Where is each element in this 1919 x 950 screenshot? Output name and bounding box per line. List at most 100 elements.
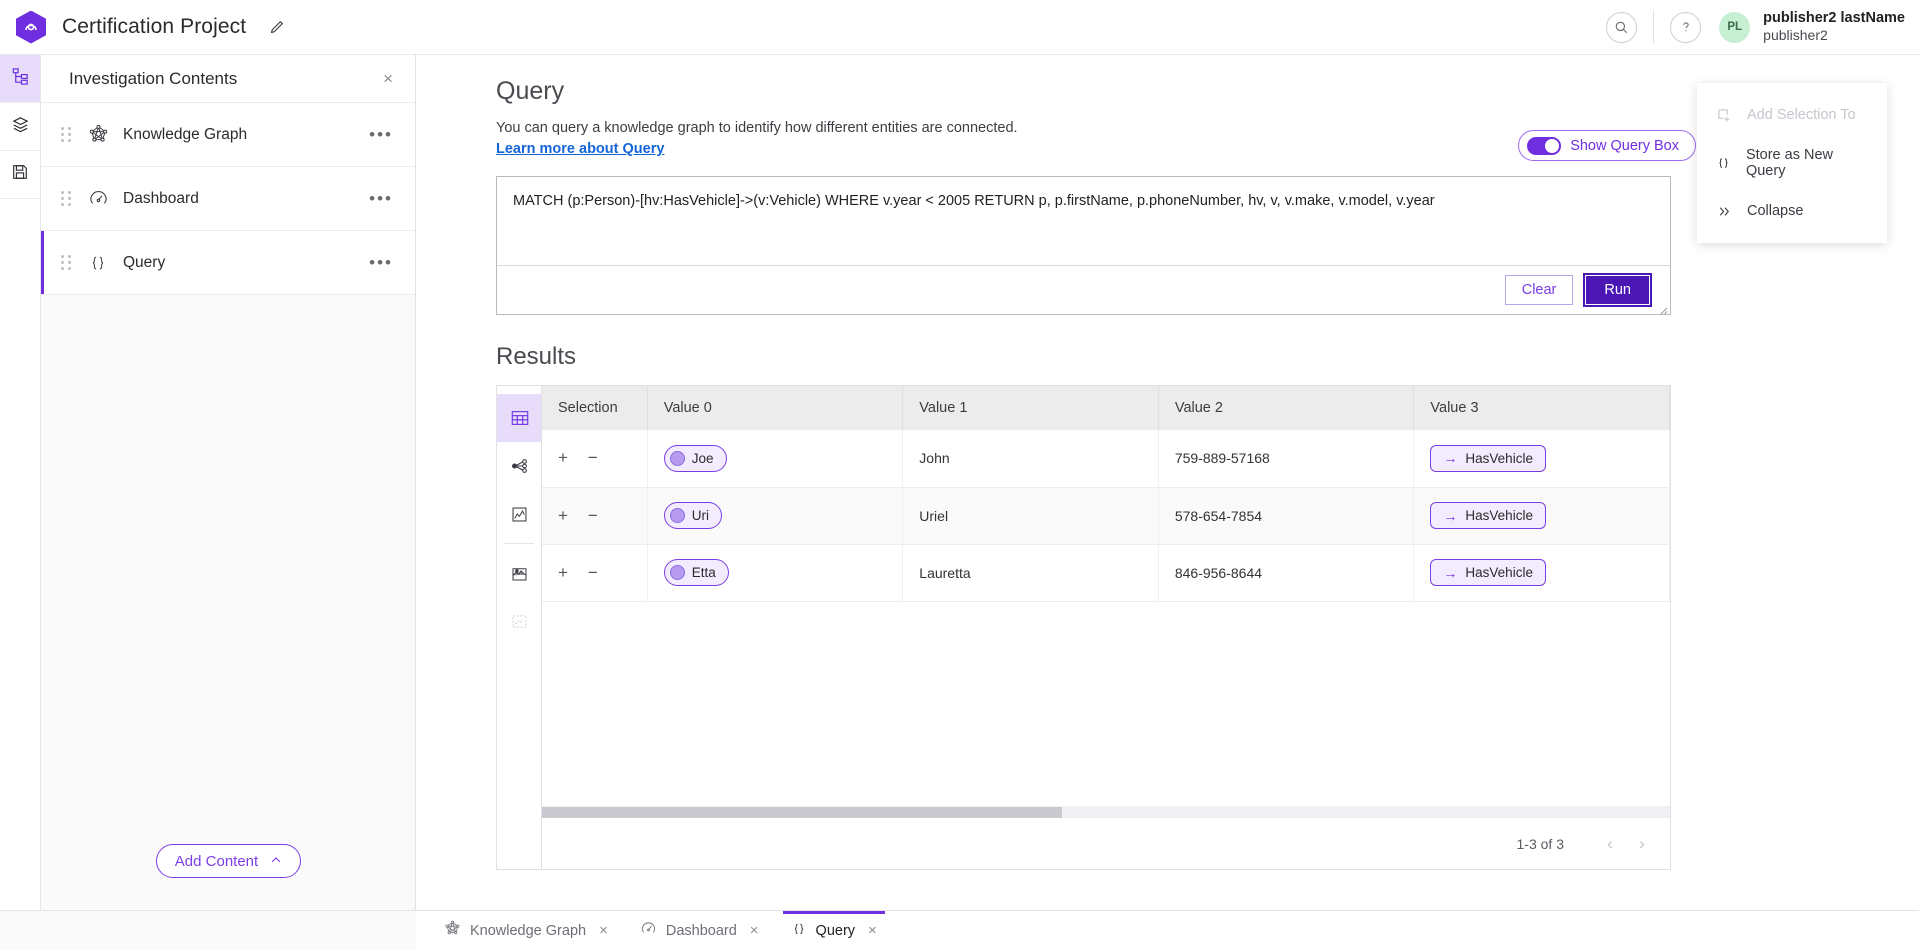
node-dot-icon (669, 450, 685, 466)
main-content: Query You can query a knowledge graph to… (416, 55, 1919, 910)
investigation-contents-panel: Investigation Contents × Knowledge (41, 55, 416, 950)
table-row[interactable]: + − Uri Uriel 578-65 (542, 487, 1670, 545)
add-content-button[interactable]: Add Content (155, 844, 302, 878)
edge-chip-label: HasVehicle (1465, 450, 1533, 466)
content-list: Knowledge Graph ••• Dashboard ••• (41, 103, 415, 295)
search-icon[interactable] (1606, 11, 1638, 43)
logo-swirl-icon (25, 23, 37, 31)
rail-spacer (0, 199, 40, 904)
previous-page-button[interactable]: ‹ (1607, 833, 1613, 853)
menu-item-label: Add Selection To (1747, 107, 1856, 123)
menu-item-store-as-new-query[interactable]: Store as New Query (1697, 139, 1887, 187)
page-title: Query (496, 77, 565, 105)
add-selection-icon[interactable]: + (558, 505, 568, 525)
column-header-value-2[interactable]: Value 2 (1158, 386, 1415, 430)
table-header: Selection Value 0 Value 1 Value 2 Value … (542, 386, 1670, 430)
content-item-label: Knowledge Graph (123, 125, 248, 143)
save-icon (11, 163, 29, 186)
rail-item-layers[interactable] (0, 103, 40, 151)
horizontal-scrollbar[interactable] (542, 806, 1670, 818)
arrow-right-icon: → (1443, 564, 1458, 581)
tab-dashboard[interactable]: Dashboard × (624, 911, 775, 950)
content-item-more-button[interactable]: ••• (369, 188, 393, 208)
close-icon[interactable]: × (868, 922, 877, 939)
remove-selection-icon[interactable]: − (587, 505, 598, 525)
table-row[interactable]: + − Joe John 759-889 (542, 430, 1670, 488)
show-query-box-label: Show Query Box (1570, 137, 1679, 154)
resize-grip-icon[interactable] (1658, 302, 1668, 315)
close-icon[interactable]: × (599, 922, 608, 939)
drag-handle-icon[interactable] (61, 255, 79, 270)
node-chip-label: Joe (691, 450, 714, 466)
graph-view-icon[interactable] (497, 442, 542, 490)
column-header-selection[interactable]: Selection (542, 386, 648, 430)
add-selection-icon[interactable]: + (558, 562, 568, 582)
learn-more-link[interactable]: Learn more about Query (496, 141, 665, 157)
add-content-wrapper: Add Content (41, 844, 416, 878)
tab-bar: Knowledge Graph × Dashboard × Query × (416, 910, 1919, 950)
show-query-box-toggle[interactable]: Show Query Box (1518, 130, 1696, 161)
page-description: You can query a knowledge graph to ident… (496, 120, 1018, 136)
selection-cell: + − (542, 430, 648, 488)
add-selection-icon[interactable]: + (558, 448, 568, 468)
chart-view-icon[interactable] (497, 490, 542, 538)
panel-header: Investigation Contents × (41, 55, 415, 103)
close-icon[interactable]: × (383, 69, 393, 88)
map-view-icon[interactable] (497, 549, 542, 597)
table-view-icon[interactable] (497, 394, 542, 442)
edge-chip[interactable]: → HasVehicle (1430, 559, 1546, 586)
content-item-more-button[interactable]: ••• (369, 124, 393, 144)
cell-value-1: Uriel (902, 487, 1159, 545)
edge-chip[interactable]: → HasVehicle (1430, 444, 1546, 472)
query-editor[interactable]: MATCH (p:Person)-[hv:HasVehicle]->(v:Veh… (496, 176, 1671, 315)
remove-selection-icon[interactable]: − (587, 448, 598, 468)
content-item-more-button[interactable]: ••• (369, 252, 393, 272)
close-icon[interactable]: × (749, 922, 759, 939)
drag-handle-icon[interactable] (61, 127, 79, 142)
drag-handle-icon[interactable] (61, 191, 79, 206)
clear-button[interactable]: Clear (1504, 275, 1574, 305)
avatar[interactable]: PL (1719, 11, 1751, 43)
user-info: publisher2 lastName publisher2 (1763, 9, 1905, 45)
menu-item-collapse[interactable]: Collapse (1697, 187, 1887, 235)
cell-value-0: Uri (647, 487, 904, 545)
tab-knowledge-graph[interactable]: Knowledge Graph × (428, 911, 624, 950)
query-text[interactable]: MATCH (p:Person)-[hv:HasVehicle]->(v:Veh… (513, 193, 1435, 209)
node-chip[interactable]: Etta (663, 559, 729, 586)
remove-selection-icon[interactable]: − (587, 562, 598, 582)
table-row[interactable]: + − Etta Lauretta 84 (542, 544, 1670, 602)
column-header-value-0[interactable]: Value 0 (647, 386, 904, 430)
horizontal-scrollbar-thumb[interactable] (542, 807, 1062, 818)
tab-label: Knowledge Graph (470, 922, 587, 939)
toggle-switch[interactable] (1527, 136, 1562, 155)
rail-item-investigation-contents[interactable] (0, 55, 40, 103)
arrow-right-icon: → (1443, 507, 1458, 524)
dashboard-gauge-icon (79, 188, 117, 209)
content-item-dashboard[interactable]: Dashboard ••• (41, 167, 415, 231)
next-page-button[interactable]: › (1639, 833, 1645, 853)
column-header-value-3[interactable]: Value 3 (1413, 386, 1670, 430)
chevron-up-icon (270, 853, 282, 870)
edge-chip[interactable]: → HasVehicle (1430, 502, 1546, 529)
view-mode-rail (496, 385, 542, 870)
rail-item-save[interactable] (0, 151, 40, 199)
run-button[interactable]: Run (1586, 276, 1649, 304)
content-item-query[interactable]: Query ••• (41, 231, 415, 295)
help-icon[interactable] (1670, 11, 1702, 43)
menu-item-label: Store as New Query (1745, 147, 1834, 179)
node-dot-icon (669, 508, 685, 523)
cell-value-2: 846-956-8644 (1158, 544, 1415, 602)
app-logo[interactable] (0, 10, 62, 44)
node-chip[interactable]: Joe (663, 444, 727, 472)
user-login-name: publisher2 (1763, 27, 1828, 44)
tab-query[interactable]: Query × (775, 911, 893, 950)
cell-value-2: 759-889-57168 (1158, 430, 1415, 488)
pencil-icon[interactable] (268, 19, 285, 36)
node-chip[interactable]: Uri (663, 502, 722, 529)
column-header-value-1[interactable]: Value 1 (902, 386, 1159, 430)
content-item-knowledge-graph[interactable]: Knowledge Graph ••• (41, 103, 415, 167)
bottom-left-strip (0, 910, 416, 950)
selection-cell: + − (542, 487, 648, 545)
cell-value-1: Lauretta (902, 544, 1159, 602)
